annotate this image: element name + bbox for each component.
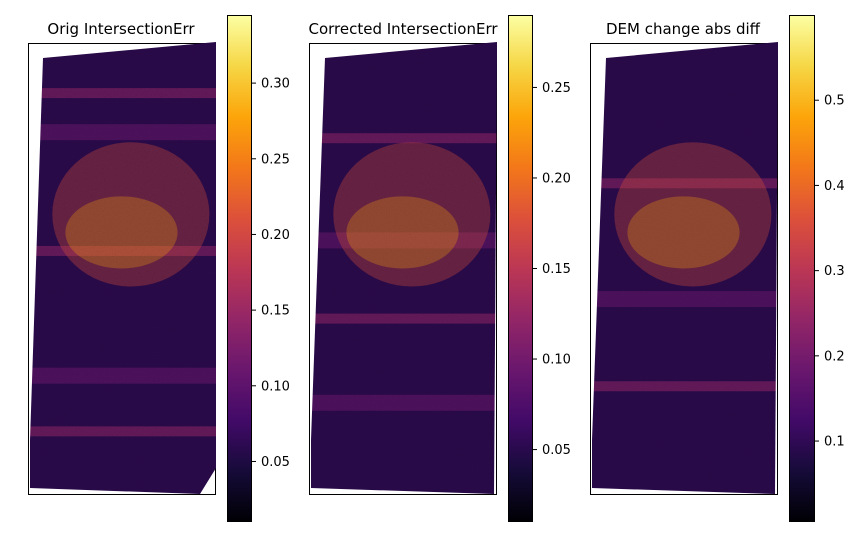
colorbar-tick-label: 0.10	[261, 379, 290, 394]
panel-title: Orig IntersectionErr	[47, 20, 195, 38]
colorbar-tick-label: 0.25	[261, 152, 290, 167]
colorbar-tick-label: 0.4	[824, 179, 845, 194]
axes-frame	[590, 43, 778, 495]
colorbar-tick-label: 0.3	[824, 264, 845, 279]
colorbar-tick-label: 0.20	[542, 171, 571, 186]
colorbar-frame	[508, 15, 533, 522]
panel-1: Orig IntersectionErr 0.05 0.10 0.15 0.20 0.25…	[28, 15, 290, 522]
colorbar-frame	[227, 15, 252, 522]
heatmap-image	[30, 42, 216, 494]
colorbar: 0.05 0.10 0.15 0.20 0.25 0.30	[227, 15, 290, 522]
colorbar: 0.05 0.10 0.15 0.20 0.25	[508, 15, 571, 522]
colorbar-tick-label: 0.1	[824, 435, 845, 450]
colorbar-tick-label: 0.2	[824, 349, 845, 364]
colorbar-gradient	[227, 15, 252, 522]
colorbar-tick-label: 0.05	[542, 443, 571, 458]
colorbar-gradient	[789, 15, 815, 522]
panel-3: DEM change abs diff 0.1 0.2 0.3 0.4 0.5	[590, 15, 845, 522]
colorbar-frame	[789, 15, 815, 522]
heatmap-image	[311, 42, 497, 494]
panel-2: Corrected IntersectionErr 0.05 0.10 0.15 0.2…	[308, 15, 571, 522]
axes-frame	[309, 43, 497, 495]
panel-title: Corrected IntersectionErr	[308, 20, 498, 38]
panel-title: DEM change abs diff	[606, 20, 761, 38]
colorbar-tick-label: 0.10	[542, 353, 571, 368]
colorbar-tick-label: 0.15	[542, 262, 571, 277]
colorbar-tick-label: 0.30	[261, 77, 290, 92]
colorbar-tick-label: 0.5	[824, 94, 845, 109]
heatmap-image	[592, 42, 778, 494]
colorbar-tick-label: 0.20	[261, 228, 290, 243]
colorbar-tick-label: 0.05	[261, 455, 290, 470]
colorbar-gradient	[508, 15, 533, 522]
colorbar-tick-label: 0.15	[261, 304, 290, 319]
colorbar: 0.1 0.2 0.3 0.4 0.5	[789, 15, 845, 522]
colorbar-tick-label: 0.25	[542, 81, 571, 96]
